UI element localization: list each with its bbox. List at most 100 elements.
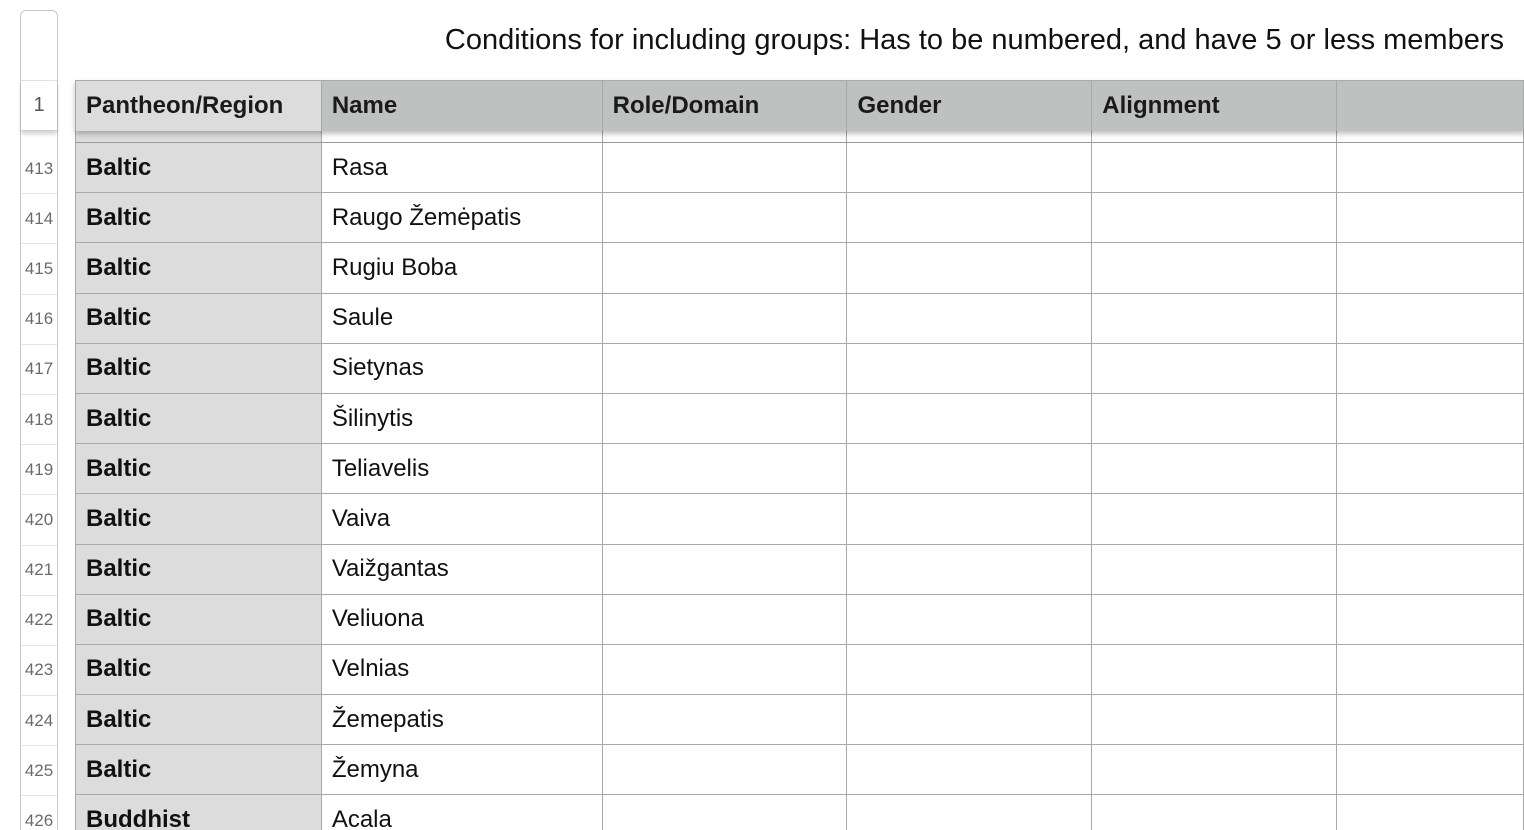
cell-blank[interactable] bbox=[1337, 393, 1524, 444]
cell-region[interactable]: Baltic bbox=[76, 444, 322, 494]
cell-alignment[interactable] bbox=[1092, 293, 1338, 343]
row-number[interactable]: 415 bbox=[21, 244, 57, 295]
cell-blank[interactable] bbox=[1337, 695, 1524, 745]
row-number[interactable]: 423 bbox=[21, 646, 57, 697]
cell-region[interactable]: Baltic bbox=[76, 494, 322, 544]
cell-alignment[interactable] bbox=[1092, 544, 1338, 594]
cell-blank[interactable] bbox=[1337, 193, 1524, 243]
column-header-blank[interactable] bbox=[1337, 81, 1524, 131]
column-header-name[interactable]: Name bbox=[322, 81, 603, 131]
cell-alignment[interactable] bbox=[1092, 393, 1338, 444]
cell-role-domain[interactable] bbox=[603, 343, 848, 393]
cell-role-domain[interactable] bbox=[603, 544, 848, 594]
cell-gender[interactable] bbox=[847, 343, 1093, 393]
cell-region[interactable]: Baltic bbox=[76, 293, 322, 343]
cell-role-domain[interactable] bbox=[603, 795, 848, 830]
cell-alignment[interactable] bbox=[1092, 594, 1338, 644]
cell-role-domain[interactable] bbox=[603, 243, 848, 293]
cell-gender[interactable] bbox=[847, 143, 1093, 193]
cell-gender[interactable] bbox=[847, 193, 1093, 243]
cell-blank[interactable] bbox=[1337, 143, 1524, 193]
cell-role-domain[interactable] bbox=[603, 644, 848, 695]
row-number[interactable]: 416 bbox=[21, 295, 57, 345]
column-header-pantheon-region[interactable]: Pantheon/Region bbox=[76, 81, 322, 131]
row-number[interactable]: 418 bbox=[21, 395, 57, 446]
row-number[interactable]: 420 bbox=[21, 495, 57, 546]
cell-region[interactable]: Baltic bbox=[76, 243, 322, 293]
cell-name[interactable]: Velnias bbox=[322, 644, 603, 695]
cell-region[interactable]: Baltic bbox=[76, 644, 322, 695]
cell-blank[interactable] bbox=[1337, 795, 1524, 830]
cell-blank[interactable] bbox=[1337, 644, 1524, 695]
cell-gender[interactable] bbox=[847, 644, 1093, 695]
cell-region[interactable]: Baltic bbox=[76, 745, 322, 795]
row-number[interactable]: 414 bbox=[21, 194, 57, 245]
cell-blank[interactable] bbox=[1337, 544, 1524, 594]
cell-alignment[interactable] bbox=[1092, 695, 1338, 745]
cell-alignment[interactable] bbox=[1092, 795, 1338, 830]
cell-role-domain[interactable] bbox=[603, 695, 848, 745]
cell-gender[interactable] bbox=[847, 544, 1093, 594]
cell-role-domain[interactable] bbox=[603, 193, 848, 243]
row-number[interactable]: 421 bbox=[21, 546, 57, 596]
cell-name[interactable]: Sietynas bbox=[322, 343, 603, 393]
cell-alignment[interactable] bbox=[1092, 745, 1338, 795]
cell-gender[interactable] bbox=[847, 293, 1093, 343]
cell-alignment[interactable] bbox=[1092, 143, 1338, 193]
cell-gender[interactable] bbox=[847, 393, 1093, 444]
cell-name[interactable]: Žemepatis bbox=[322, 695, 603, 745]
column-header-alignment[interactable]: Alignment bbox=[1092, 81, 1338, 131]
cell-gender[interactable] bbox=[847, 494, 1093, 544]
cell-name[interactable]: Raugo Žemėpatis bbox=[322, 193, 603, 243]
cell-role-domain[interactable] bbox=[603, 594, 848, 644]
cell-gender[interactable] bbox=[847, 444, 1093, 494]
cell-region[interactable]: Baltic bbox=[76, 544, 322, 594]
cell-blank[interactable] bbox=[1337, 243, 1524, 293]
cell-blank[interactable] bbox=[1337, 745, 1524, 795]
cell-alignment[interactable] bbox=[1092, 343, 1338, 393]
column-header-gender[interactable]: Gender bbox=[847, 81, 1093, 131]
cell-role-domain[interactable] bbox=[603, 293, 848, 343]
cell-gender[interactable] bbox=[847, 594, 1093, 644]
cell-name[interactable]: Veliuona bbox=[322, 594, 603, 644]
row-number[interactable]: 419 bbox=[21, 445, 57, 496]
cell-gender[interactable] bbox=[847, 243, 1093, 293]
row-number[interactable]: 417 bbox=[21, 345, 57, 395]
cell-name[interactable]: Teliavelis bbox=[322, 444, 603, 494]
gutter-corner[interactable] bbox=[21, 11, 57, 81]
cell-region[interactable]: Baltic bbox=[76, 193, 322, 243]
cell-name[interactable]: Rasa bbox=[322, 143, 603, 193]
column-header-role-domain[interactable]: Role/Domain bbox=[603, 81, 848, 131]
table-cell[interactable] bbox=[76, 131, 322, 142]
cell-name[interactable]: Acala bbox=[322, 795, 603, 830]
table-cell[interactable] bbox=[847, 131, 1093, 142]
cell-name[interactable]: Saule bbox=[322, 293, 603, 343]
cell-name[interactable]: Vaižgantas bbox=[322, 544, 603, 594]
row-number[interactable]: 413 bbox=[21, 144, 57, 195]
cell-role-domain[interactable] bbox=[603, 444, 848, 494]
cell-alignment[interactable] bbox=[1092, 644, 1338, 695]
cell-gender[interactable] bbox=[847, 795, 1093, 830]
row-number[interactable]: 425 bbox=[21, 746, 57, 797]
cell-name[interactable]: Vaiva bbox=[322, 494, 603, 544]
cell-blank[interactable] bbox=[1337, 594, 1524, 644]
cell-blank[interactable] bbox=[1337, 494, 1524, 544]
cell-name[interactable]: Žemyna bbox=[322, 745, 603, 795]
cell-role-domain[interactable] bbox=[603, 143, 848, 193]
cell-name[interactable]: Šilinytis bbox=[322, 393, 603, 444]
cell-role-domain[interactable] bbox=[603, 494, 848, 544]
cell-blank[interactable] bbox=[1337, 293, 1524, 343]
cell-region[interactable]: Baltic bbox=[76, 143, 322, 193]
cell-name[interactable]: Rugiu Boba bbox=[322, 243, 603, 293]
cell-gender[interactable] bbox=[847, 695, 1093, 745]
cell-region[interactable]: Baltic bbox=[76, 343, 322, 393]
table-cell[interactable] bbox=[1092, 131, 1338, 142]
cell-alignment[interactable] bbox=[1092, 494, 1338, 544]
cell-blank[interactable] bbox=[1337, 343, 1524, 393]
cell-region[interactable]: Baltic bbox=[76, 695, 322, 745]
cell-alignment[interactable] bbox=[1092, 444, 1338, 494]
cell-region[interactable]: Baltic bbox=[76, 393, 322, 444]
row-number-header[interactable]: 1 bbox=[21, 81, 57, 131]
row-number[interactable]: 424 bbox=[21, 696, 57, 747]
cell-region[interactable]: Baltic bbox=[76, 594, 322, 644]
